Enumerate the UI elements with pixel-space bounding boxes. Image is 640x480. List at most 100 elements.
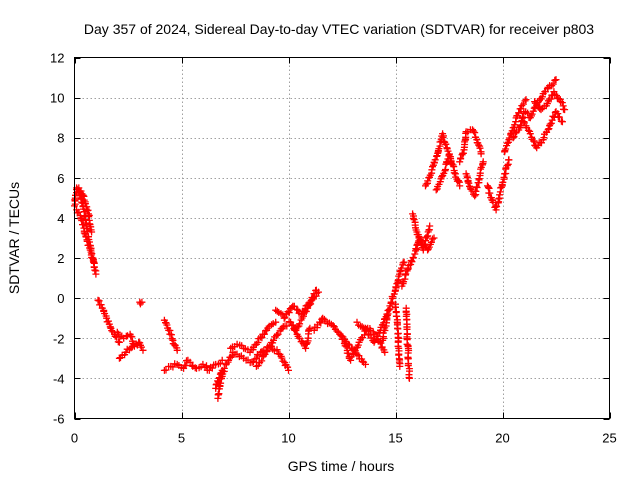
data-point (396, 362, 404, 370)
data-point (424, 177, 432, 185)
data-point (409, 214, 417, 222)
data-point (558, 118, 566, 126)
data-point (136, 300, 144, 308)
plot-frame (74, 57, 610, 419)
data-point (283, 322, 291, 330)
data-point (476, 144, 484, 152)
data-point (293, 305, 301, 313)
data-point (272, 318, 280, 326)
data-point (270, 336, 277, 344)
data-point (214, 378, 222, 386)
data-point (422, 180, 430, 188)
data-point (457, 154, 465, 162)
y-tick-label: 12 (50, 51, 64, 66)
data-point (90, 258, 98, 266)
data-point (281, 313, 289, 321)
data-point (400, 258, 408, 266)
data-point (465, 179, 473, 187)
data-point (470, 127, 478, 135)
data-point (524, 109, 532, 117)
chart-title: Day 357 of 2024, Sidereal Day-to-day VTE… (84, 21, 594, 37)
data-point (548, 82, 556, 90)
data-point (521, 97, 529, 105)
data-point (555, 113, 563, 121)
data-point (216, 370, 224, 378)
data-point (300, 312, 307, 320)
data-point (358, 323, 366, 331)
data-point (442, 140, 450, 148)
data-point (372, 335, 380, 343)
data-point (454, 177, 462, 185)
data-point (128, 342, 136, 350)
data-point (546, 120, 554, 128)
data-point (398, 264, 405, 272)
data-point (294, 306, 302, 314)
data-point (526, 130, 534, 138)
data-point (263, 347, 271, 355)
data-point (549, 80, 557, 88)
data-point (349, 351, 357, 358)
data-point (512, 129, 519, 137)
data-point (477, 150, 485, 158)
data-point (479, 158, 487, 166)
y-tick-label: 2 (57, 251, 64, 266)
data-point (493, 203, 501, 211)
data-point (503, 162, 511, 170)
x-tick-label: 20 (495, 431, 509, 446)
data-point (544, 126, 552, 133)
data-point (358, 357, 366, 365)
data-point (285, 366, 292, 374)
data-point (339, 335, 347, 343)
data-point (128, 333, 136, 341)
data-point (551, 76, 559, 84)
data-point (139, 346, 147, 354)
data-point (108, 327, 116, 335)
data-point (502, 145, 510, 153)
data-point (105, 317, 112, 325)
data-point (429, 235, 436, 243)
data-point (464, 178, 472, 186)
data-point (363, 325, 370, 333)
data-point (302, 308, 310, 315)
x-tick-label: 15 (388, 431, 402, 446)
data-point (91, 266, 99, 274)
data-point (510, 133, 518, 141)
data-point (522, 96, 530, 104)
data-point (83, 237, 91, 245)
data-point (362, 360, 369, 368)
data-point (427, 238, 435, 246)
data-point (547, 95, 555, 103)
data-point (100, 306, 108, 314)
data-point (168, 335, 176, 343)
data-point (411, 250, 419, 258)
data-point (503, 139, 511, 147)
data-points (71, 76, 569, 402)
y-axis-ticks: -6 -4 -2 0 2 4 6 8 10 12 (50, 51, 64, 427)
data-point (486, 189, 494, 197)
data-point (79, 191, 87, 199)
data-point (317, 319, 325, 327)
data-point (518, 102, 526, 110)
y-tick-label: 8 (57, 131, 64, 146)
data-point (387, 298, 395, 306)
data-point (531, 99, 539, 107)
data-point (392, 312, 400, 320)
data-point (509, 134, 517, 142)
data-point (97, 301, 105, 309)
data-point (138, 298, 146, 306)
y-tick-label: 4 (57, 211, 64, 226)
data-point (227, 353, 235, 361)
data-point (273, 331, 281, 339)
data-point (296, 320, 304, 328)
data-point (80, 229, 88, 237)
data-point (88, 228, 96, 236)
data-point (273, 307, 281, 315)
data-point (471, 129, 479, 137)
data-point (430, 159, 438, 167)
data-point (371, 337, 379, 345)
data-point (471, 192, 479, 200)
data-point (280, 314, 288, 322)
x-tick-label: 25 (602, 431, 616, 446)
data-point (273, 346, 281, 354)
